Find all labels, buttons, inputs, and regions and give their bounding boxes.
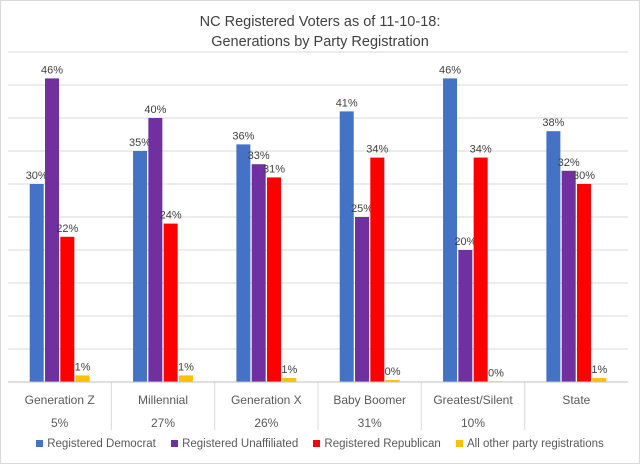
data-label: 40%	[144, 104, 166, 116]
bar	[133, 151, 148, 382]
legend-item-other: All other party registrations	[455, 438, 604, 450]
data-label: 38%	[542, 117, 564, 129]
data-label: 20%	[454, 236, 476, 248]
data-label: 0%	[385, 366, 401, 378]
legend-label-other: All other party registrations	[466, 438, 604, 450]
bar	[592, 378, 607, 382]
bar	[370, 157, 385, 382]
bar	[75, 375, 90, 382]
category-label: State	[562, 393, 590, 407]
data-label: 30%	[26, 170, 48, 182]
data-label: 33%	[248, 150, 270, 162]
chart-title-line-1: NC Registered Voters as of 11-10-18:	[199, 14, 441, 30]
data-label: 34%	[366, 144, 388, 156]
bar	[251, 164, 266, 382]
data-label: 1%	[75, 361, 91, 373]
data-label: 22%	[56, 223, 78, 235]
category-share-label: 27%	[151, 416, 175, 430]
bar	[60, 236, 75, 382]
legend-swatch-unaffiliated	[171, 440, 179, 447]
category-share-label: 26%	[254, 416, 278, 430]
data-label: 1%	[281, 364, 297, 376]
chart-legend: Registered Democrat Registered Unaffilia…	[0, 438, 640, 450]
bar	[266, 177, 281, 382]
legend-item-democrat: Registered Democrat	[36, 438, 156, 450]
legend-label-republican: Registered Republican	[324, 438, 441, 450]
data-label: 34%	[470, 144, 492, 156]
bar	[29, 184, 44, 382]
data-label: 31%	[263, 163, 285, 175]
category-share-label: 31%	[358, 416, 382, 430]
data-label: 1%	[178, 361, 194, 373]
chart-title-line-2: Generations by Party Registration	[211, 34, 429, 50]
data-label: 46%	[439, 64, 461, 76]
data-label: 1%	[591, 364, 607, 376]
legend-item-unaffiliated: Registered Unaffiliated	[171, 438, 298, 450]
category-label: Baby Boomer	[333, 393, 406, 407]
bar	[236, 144, 251, 382]
data-label: 46%	[41, 64, 63, 76]
bar	[576, 184, 591, 382]
legend-item-republican: Registered Republican	[313, 438, 441, 450]
category-label: Millennial	[138, 393, 188, 407]
legend-swatch-other	[455, 440, 463, 447]
bar	[148, 118, 163, 382]
data-label: 0%	[488, 367, 504, 379]
data-label: 32%	[558, 157, 580, 169]
category-share-label: 10%	[461, 416, 485, 430]
bar	[546, 131, 561, 382]
chart-title: NC Registered Voters as of 11-10-18: Gen…	[0, 12, 640, 52]
category-label: Greatest/Silent	[433, 393, 513, 407]
bar	[561, 170, 576, 382]
category-share-label: 5%	[51, 416, 69, 430]
data-label: 30%	[573, 170, 595, 182]
bar	[385, 380, 400, 382]
bar	[163, 223, 178, 382]
category-label: Generation Z	[25, 393, 95, 407]
legend-swatch-republican	[313, 440, 321, 447]
legend-label-democrat: Registered Democrat	[47, 438, 156, 450]
data-label: 35%	[129, 137, 151, 149]
bar	[355, 217, 370, 382]
legend-label-unaffiliated: Registered Unaffiliated	[182, 438, 299, 450]
bar	[282, 378, 297, 382]
bar	[45, 78, 60, 383]
bar	[178, 375, 193, 382]
data-label: 41%	[336, 97, 358, 109]
data-label: 36%	[232, 130, 254, 142]
legend-swatch-democrat	[36, 440, 44, 447]
bar	[458, 250, 473, 382]
category-label: Generation X	[231, 393, 302, 407]
bar	[473, 157, 488, 382]
bar	[339, 111, 354, 383]
bar	[443, 78, 458, 383]
data-label: 24%	[160, 210, 182, 222]
data-label: 25%	[351, 203, 373, 215]
